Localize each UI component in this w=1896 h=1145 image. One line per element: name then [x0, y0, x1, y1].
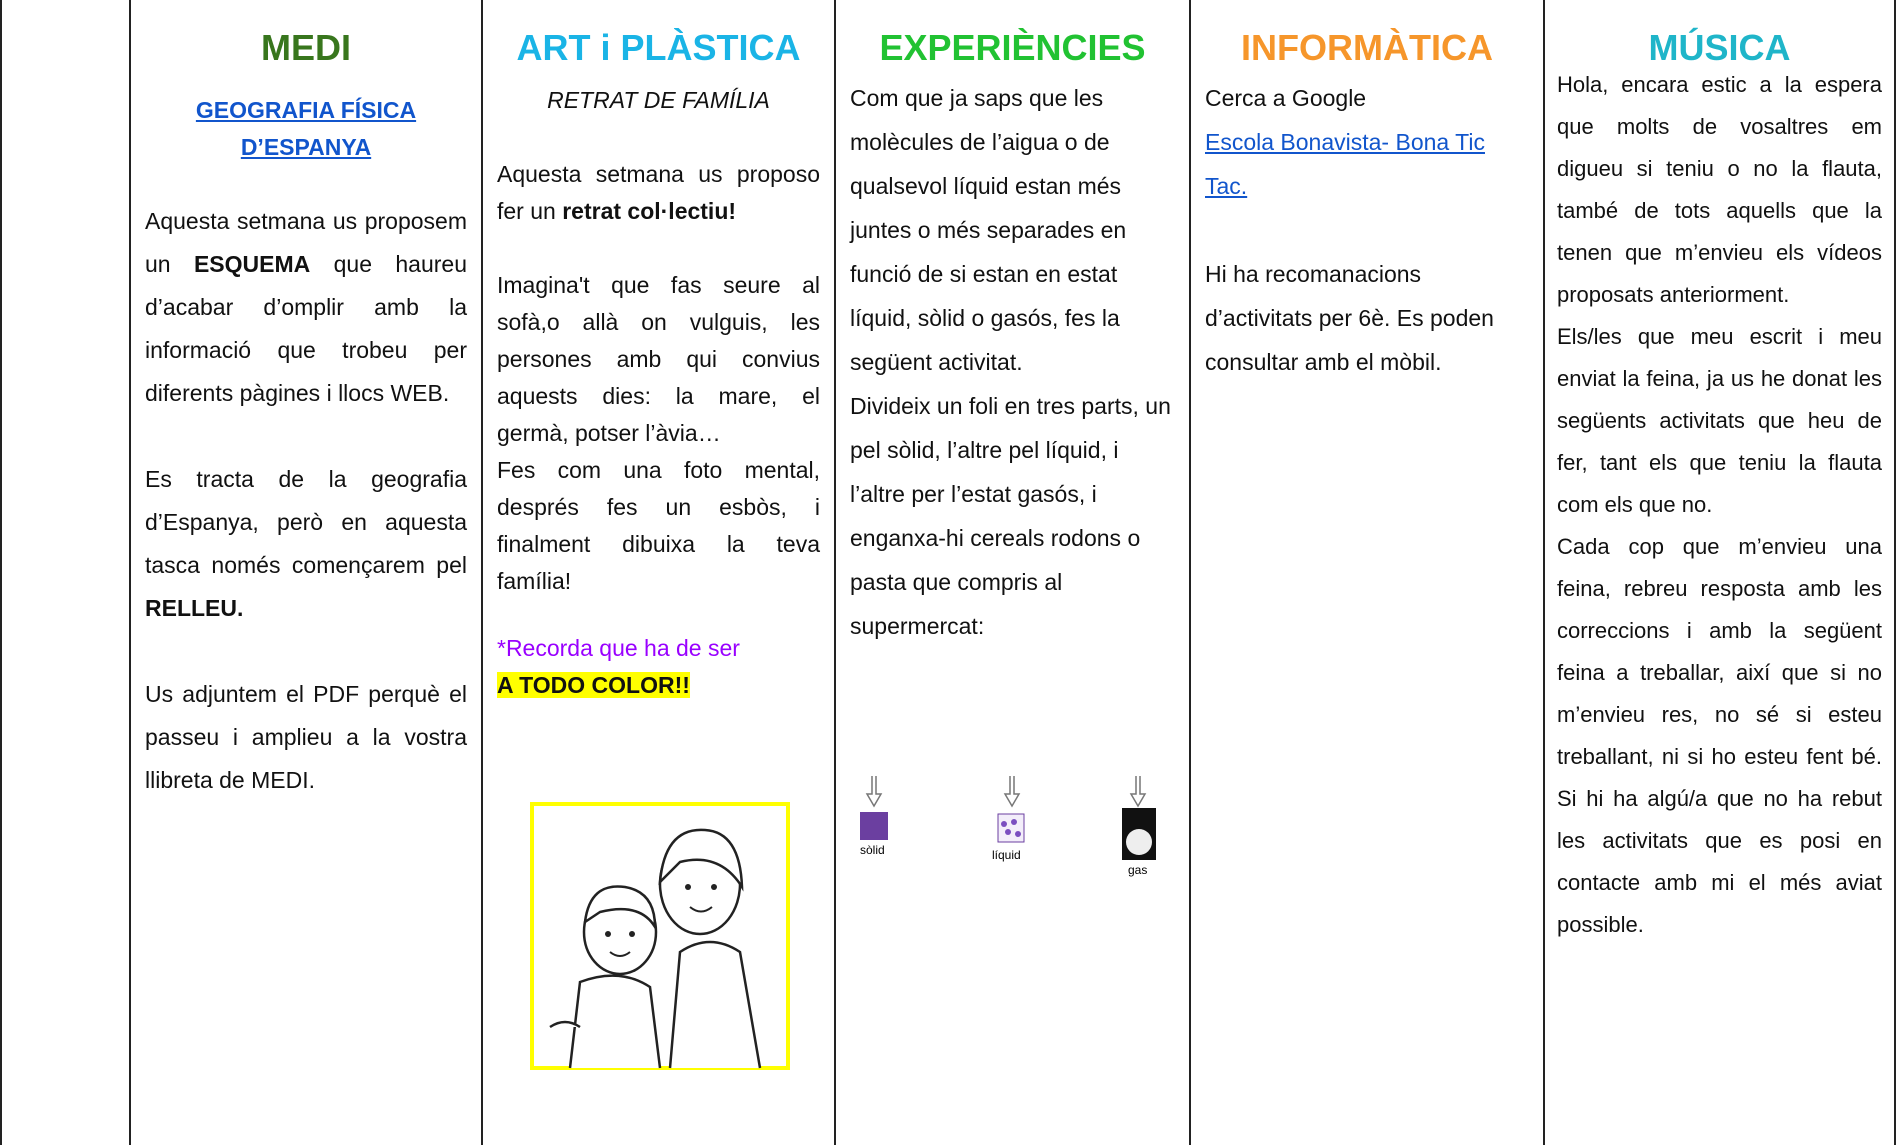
text: Us adjuntem el PDF perquè el passeu i am…: [145, 681, 467, 793]
family-drawing: [530, 802, 790, 1070]
bold-text: retrat col·lectiu!: [562, 198, 737, 224]
text: que haureu d’acabar d’omplir amb la info…: [145, 251, 467, 406]
paragraph: Imagina't que fas seure al sofà,o allà o…: [497, 267, 820, 452]
informatics-column: INFORMÀTICA Cerca a Google Escola Bonavi…: [1189, 0, 1543, 1145]
text: Es tracta de la geografia d’Espanya, per…: [145, 466, 467, 578]
subtitle: RETRAT DE FAMÍLIA: [547, 87, 770, 113]
medi-column: MEDI GEOGRAFIA FÍSICA D’ESPANYA Aquesta …: [129, 0, 481, 1145]
link[interactable]: GEOGRAFIA FÍSICA D’ESPANYA: [195, 97, 417, 160]
art-column: ART i PLÀSTICA RETRAT DE FAMÍLIA Aquesta…: [481, 0, 834, 1145]
paragraph: Aquesta setmana us proposem un ESQUEMA q…: [145, 200, 467, 415]
paragraph: Es tracta de la geografia d’Espanya, per…: [145, 458, 467, 630]
bold-text: ESQUEMA: [193, 251, 311, 277]
paragraph: Cada cop que m’envieu una feina, rebreu …: [1557, 534, 1882, 937]
paragraph: Com que ja saps que les molècules de l’a…: [850, 85, 1127, 375]
paragraph: Els/les que meu escrit i meu enviat la f…: [1557, 324, 1882, 517]
experiences-column: EXPERIÈNCIES Com que ja saps que les mol…: [834, 0, 1189, 1145]
text: Aquesta setmana us proposem un: [145, 208, 467, 277]
column-title: INFORMÀTICA: [1241, 27, 1493, 68]
paragraph: Us adjuntem el PDF perquè el passeu i am…: [145, 673, 467, 802]
bold-text: RELLEU.: [145, 595, 244, 621]
link-line: Escola Bonavista- Bona Tic Tac.: [1205, 120, 1529, 208]
state-label: gas: [1128, 863, 1147, 877]
text: Fes com una foto mental, després fes un …: [497, 457, 820, 594]
highlight: A TODO COLOR!!: [497, 672, 690, 698]
text: Imagina't que fas seure al sofà,o allà o…: [497, 272, 820, 446]
column-title: MÚSICA: [1648, 27, 1791, 68]
intro: Cerca a Google: [1205, 85, 1367, 111]
paragraph: Hola, encara estic a la espera que molts…: [1557, 72, 1882, 307]
paragraph: Aquesta setmana us proposo fer un retrat…: [497, 156, 820, 230]
paragraph: Fes com una foto mental, després fes un …: [497, 452, 820, 600]
reminder: *Recorda que ha de ser: [497, 635, 740, 661]
link[interactable]: Escola Bonavista- Bona Tic Tac.: [1205, 129, 1485, 199]
column-title: EXPERIÈNCIES: [879, 27, 1146, 68]
highlight-line: A TODO COLOR!!: [497, 667, 820, 704]
paragraph: Divideix un foli en tres parts, un pel s…: [850, 393, 1171, 639]
music-column: MÚSICA Hola, encara estic a la espera qu…: [1543, 0, 1896, 1145]
empty-column: [0, 0, 129, 1145]
column-title: MEDI: [261, 27, 351, 68]
text: Aquesta setmana us proposo fer un: [497, 161, 820, 224]
state-label: sòlid: [860, 843, 885, 857]
column-title: ART i PLÀSTICA: [516, 27, 801, 68]
states-diagram: sòlid líquid gas: [860, 776, 1156, 877]
state-label: líquid: [992, 848, 1021, 862]
paragraph: Hi ha recomanacions d’activitats per 6è.…: [1205, 261, 1494, 375]
